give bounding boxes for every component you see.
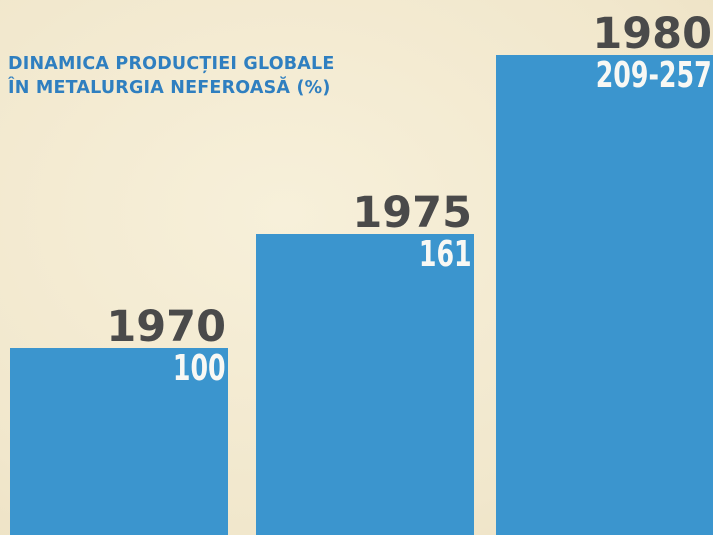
bar-1975 [256, 234, 474, 535]
chart-title: DINAMICA PRODUCȚIEI GLOBALE ÎN METALURGI… [8, 52, 335, 100]
year-label-1975: 1975 [352, 188, 472, 238]
value-label-1980: 209-257 [596, 55, 712, 96]
chart-title-line-2: ÎN METALURGIA NEFEROASĂ (%) [8, 78, 331, 98]
chart-title-line-1: DINAMICA PRODUCȚIEI GLOBALE [8, 54, 335, 74]
bar-1970 [10, 348, 228, 535]
year-label-1980: 1980 [592, 9, 712, 59]
value-label-1975: 161 [419, 234, 472, 275]
bar-1980 [496, 55, 713, 535]
year-label-1970: 1970 [106, 302, 226, 352]
value-label-1970: 100 [173, 348, 226, 389]
